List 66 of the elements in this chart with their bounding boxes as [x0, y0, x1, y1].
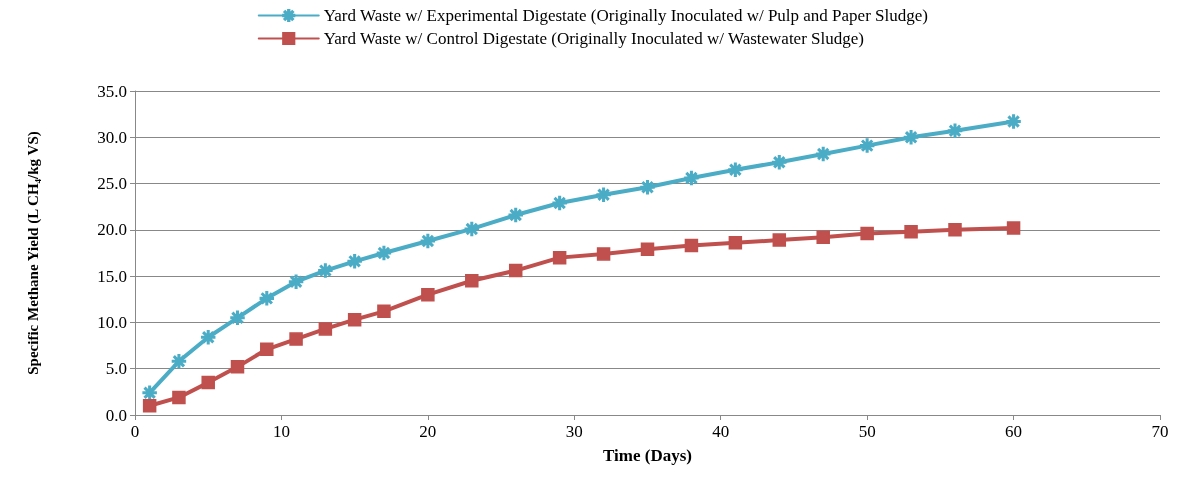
legend-label: Yard Waste w/ Control Digestate (Originally Inoculated w/ Wastewater Sludge) — [323, 29, 864, 48]
point — [728, 236, 743, 250]
point — [508, 207, 523, 223]
x-tick-label: 50 — [858, 422, 876, 441]
point — [904, 224, 918, 239]
y-axis-title: Specific Methane Yield (L CH₄/kg VS) — [24, 131, 42, 375]
point — [260, 342, 274, 357]
x-tick-label: 70 — [1151, 422, 1169, 441]
x-tick-label: 10 — [272, 422, 290, 441]
point — [142, 398, 157, 413]
x-tick-label: 0 — [130, 422, 140, 441]
y-tick-label: 0.0 — [105, 405, 127, 425]
point — [772, 233, 787, 247]
point — [421, 287, 435, 302]
y-tick-label: 20.0 — [97, 220, 127, 240]
point — [230, 310, 245, 326]
point — [142, 385, 157, 401]
point — [318, 263, 333, 278]
point — [947, 123, 963, 139]
point — [288, 274, 304, 289]
y-tick-label: 15.0 — [97, 266, 127, 286]
point — [172, 390, 186, 405]
point — [772, 155, 787, 170]
point — [1006, 114, 1021, 129]
point — [347, 254, 362, 269]
point — [259, 291, 275, 306]
legend-label: Yard Waste w/ Experimental Digestate (Originally Inoculated w/ Pulp and Paper Sludge) — [323, 6, 928, 25]
y-tick-label: 25.0 — [97, 174, 127, 194]
point — [815, 146, 831, 162]
point — [640, 180, 655, 195]
point — [552, 250, 567, 265]
point — [552, 195, 567, 211]
point — [420, 233, 436, 249]
point — [859, 138, 875, 153]
point — [903, 130, 919, 145]
x-tick-label: 30 — [565, 422, 583, 441]
point — [464, 221, 480, 237]
point — [596, 187, 611, 202]
y-tick-label: 30.0 — [97, 127, 127, 147]
point — [684, 170, 699, 186]
point — [684, 238, 699, 253]
point — [171, 354, 187, 369]
x-tick-label: 60 — [1005, 422, 1023, 441]
x-tick-label: 20 — [419, 422, 437, 441]
point — [377, 304, 391, 319]
y-tick-label: 10.0 — [97, 312, 127, 332]
point — [230, 360, 245, 374]
x-tick-label: 40 — [712, 422, 730, 441]
point — [596, 247, 611, 261]
point — [318, 322, 333, 336]
point — [508, 263, 523, 278]
y-tick-label: 35.0 — [97, 81, 127, 101]
point — [465, 274, 479, 288]
point — [200, 329, 216, 345]
point — [816, 230, 830, 245]
point — [376, 245, 392, 261]
point — [948, 223, 962, 237]
point — [347, 312, 362, 327]
point — [860, 226, 874, 241]
point — [289, 332, 303, 346]
point — [728, 162, 743, 177]
point — [201, 375, 215, 390]
y-tick-label: 5.0 — [105, 359, 127, 379]
point — [640, 242, 655, 257]
x-axis-title: Time (Days) — [603, 446, 692, 465]
point — [1006, 221, 1021, 235]
